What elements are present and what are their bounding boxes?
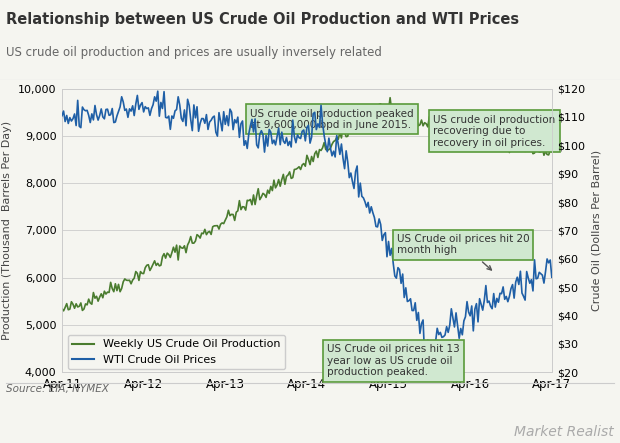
Text: US crude oil production and prices are usually inversely related: US crude oil production and prices are u… [6,46,382,59]
Text: US Crude oil prices hit 20
month high: US Crude oil prices hit 20 month high [397,234,529,270]
Text: US Crude oil prices hit 13
year low as US crude oil
production peaked.: US Crude oil prices hit 13 year low as U… [327,344,460,377]
Y-axis label: Production (Thousand  Barrels Per Day): Production (Thousand Barrels Per Day) [2,121,12,340]
Y-axis label: Crude Oil (Dollars Per Barrel): Crude Oil (Dollars Per Barrel) [591,150,601,311]
Legend: Weekly US Crude Oil Production, WTI Crude Oil Prices: Weekly US Crude Oil Production, WTI Crud… [68,335,285,369]
Text: US crude oil production peaked
at 9,600,000 bpd in June 2015.: US crude oil production peaked at 9,600,… [250,107,414,130]
Text: Market Realist: Market Realist [514,424,614,439]
Text: Source: EIA, NYMEX: Source: EIA, NYMEX [6,384,109,394]
Text: Relationship between US Crude Oil Production and WTI Prices: Relationship between US Crude Oil Produc… [6,12,520,27]
Text: US crude oil production
recovering due to
recovery in oil prices.: US crude oil production recovering due t… [433,115,556,148]
